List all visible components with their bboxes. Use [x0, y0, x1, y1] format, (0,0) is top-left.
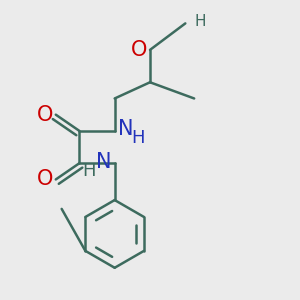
Text: O: O — [37, 169, 53, 189]
Text: O: O — [37, 105, 53, 125]
Text: O: O — [131, 40, 147, 60]
Text: H: H — [194, 14, 206, 29]
Text: N: N — [96, 152, 112, 172]
Text: N: N — [118, 119, 133, 140]
Text: H: H — [82, 162, 95, 180]
Text: H: H — [131, 129, 144, 147]
